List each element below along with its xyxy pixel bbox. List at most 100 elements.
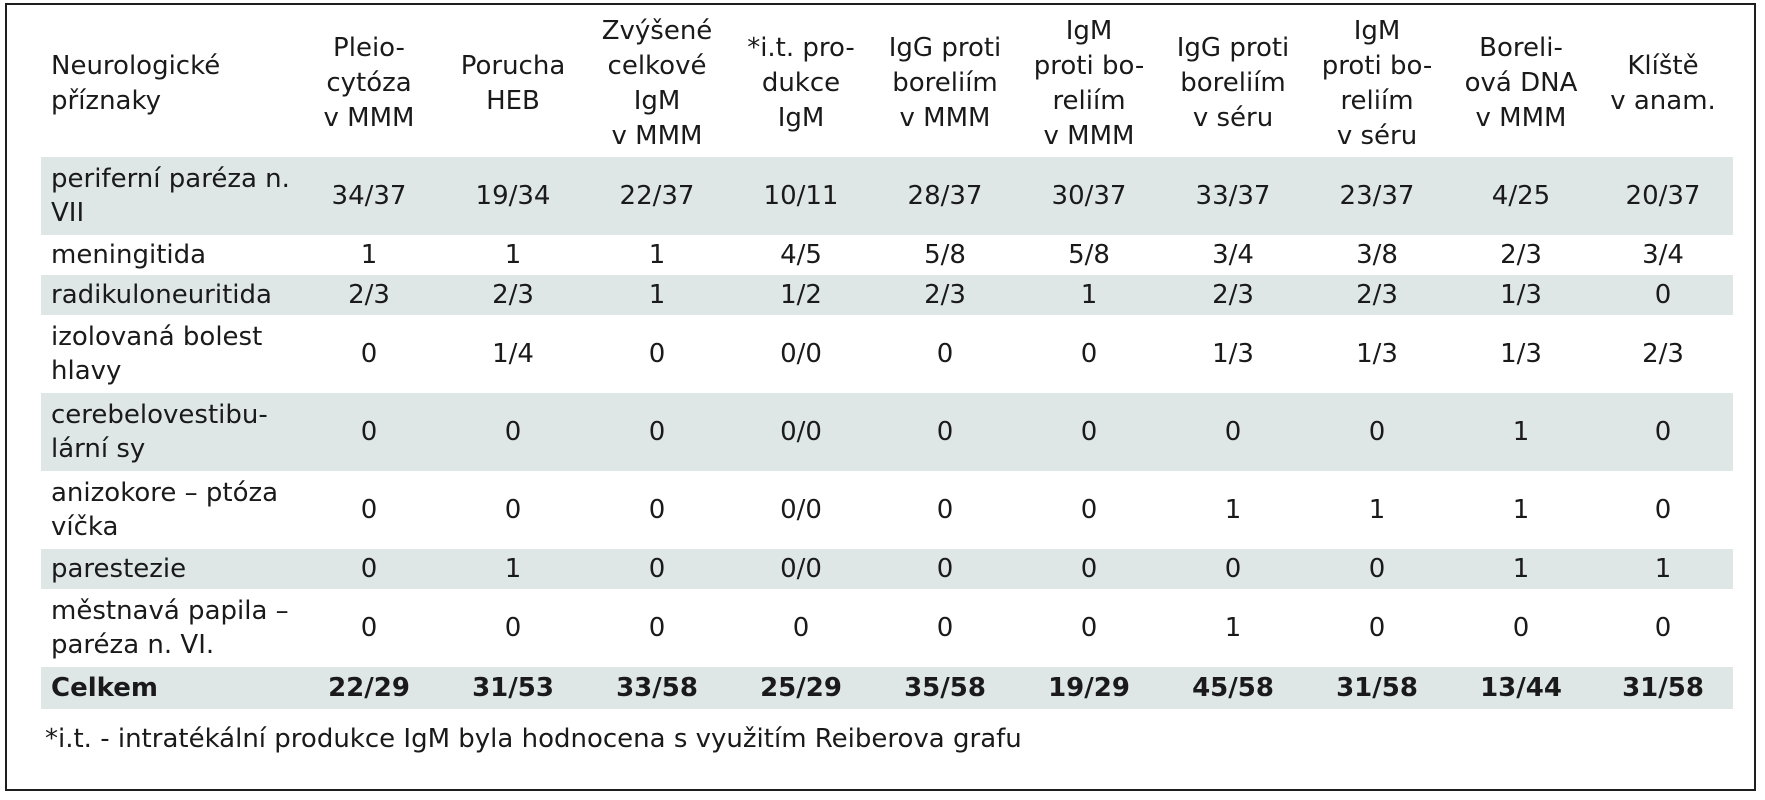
table-cell: 5/8 — [1068, 240, 1110, 270]
table-cell: 0 — [1305, 393, 1449, 471]
table-cell: 19/34 — [441, 157, 585, 235]
table-cell: 34/37 — [297, 157, 441, 235]
table-cell: 1 — [1368, 495, 1386, 525]
table-cell: 28/37 — [873, 157, 1017, 235]
table-cell: 1 — [441, 549, 585, 589]
table-cell: 0 — [1161, 393, 1305, 471]
table-cell: 0 — [504, 613, 522, 643]
column-header-borrelia-dna: Boreli- ová DNA v MMM — [1464, 33, 1578, 133]
table-cell: 0 — [504, 495, 522, 525]
table-cell: 2/3 — [1305, 275, 1449, 315]
table-cell: 0/0 — [729, 549, 873, 589]
table-cell: 4/5 — [780, 240, 822, 270]
table-cell: 0/0 — [780, 339, 822, 369]
results-table: Neurologické příznaky Pleio- cytóza v MM… — [41, 10, 1733, 709]
table-cell: 0 — [1080, 495, 1098, 525]
table-cell: 0 — [792, 613, 810, 643]
column-header-it-igm-production: *i.t. pro- dukce IgM — [747, 33, 855, 133]
table-cell: 22/37 — [585, 157, 729, 235]
table-cell: 1/3 — [1212, 339, 1254, 369]
table-cell: 3/4 — [1212, 240, 1254, 270]
table-cell: 1 — [1449, 549, 1593, 589]
table-cell: 1 — [1593, 549, 1733, 589]
table-cell: 2/3 — [873, 275, 1017, 315]
total-cell: 31/58 — [1305, 667, 1449, 709]
table-cell: 1/2 — [729, 275, 873, 315]
table-cell: 0 — [936, 339, 954, 369]
table-cell: 2/3 — [1500, 240, 1542, 270]
row-label: parestezie — [41, 549, 297, 589]
table-cell: 23/37 — [1305, 157, 1449, 235]
total-cell: 45/58 — [1161, 667, 1305, 709]
table-cell: 0 — [1654, 613, 1672, 643]
row-label: izolovaná bolest hlavy — [51, 322, 263, 386]
row-label: cerebelovestibu-lární sy — [41, 393, 297, 471]
total-cell: 31/53 — [441, 667, 585, 709]
table-cell: 0 — [1368, 613, 1386, 643]
table-row: meningitida 1 1 1 4/5 5/8 5/8 3/4 3/8 2/3 3/4 — [41, 235, 1733, 275]
total-cell: 25/29 — [729, 667, 873, 709]
table-cell: 2/3 — [1161, 275, 1305, 315]
table-cell: 1 — [504, 240, 522, 270]
table-cell: 1 — [585, 275, 729, 315]
table-cell: 2/3 — [297, 275, 441, 315]
total-cell: 33/58 — [585, 667, 729, 709]
table-cell: 2/3 — [1642, 339, 1684, 369]
table-cell: 2/3 — [441, 275, 585, 315]
table-cell: 0 — [360, 339, 378, 369]
table-cell: 0 — [1017, 393, 1161, 471]
column-header-heb-disorder: Porucha HEB — [460, 50, 566, 116]
table-cell: 1 — [1017, 275, 1161, 315]
column-header-tick-history: Klíště v anam. — [1610, 50, 1716, 116]
table-cell: 0 — [360, 613, 378, 643]
table-row: radikuloneuritida 2/3 2/3 1 1/2 2/3 1 2/3 2/3 1/3… — [41, 275, 1733, 315]
table-cell: 0 — [936, 613, 954, 643]
table-cell: 0 — [1080, 339, 1098, 369]
table-row: cerebelovestibu-lární sy 0 0 0 0/0 0 0 0 0 1 0 — [41, 393, 1733, 471]
table-cell: 20/37 — [1593, 157, 1733, 235]
header-row: Neurologické příznaky Pleio- cytóza v MM… — [41, 10, 1733, 157]
table-cell: 0 — [936, 495, 954, 525]
table-cell: 0 — [1654, 495, 1672, 525]
table-cell: 1 — [648, 240, 666, 270]
table-row: parestezie 0 1 0 0/0 0 0 0 0 1 1 — [41, 549, 1733, 589]
table-frame: Neurologické příznaky Pleio- cytóza v MM… — [5, 3, 1756, 791]
table-cell: 0/0 — [729, 393, 873, 471]
table-cell: 0 — [648, 339, 666, 369]
table-cell: 0 — [297, 549, 441, 589]
table-cell: 0/0 — [780, 495, 822, 525]
table-cell: 0 — [1161, 549, 1305, 589]
table-cell: 1 — [360, 240, 378, 270]
row-label: periferní paréza n. VII — [41, 157, 297, 235]
table-cell: 0 — [360, 495, 378, 525]
table-row: městnavá papila – paréza n. VI. 0 0 0 0 0 0 1 0 0… — [41, 589, 1733, 667]
table-cell: 3/8 — [1356, 240, 1398, 270]
column-header-igg-serum: IgG proti boreliím v séru — [1176, 33, 1290, 133]
table-cell: 1 — [1449, 393, 1593, 471]
table-cell: 0 — [585, 549, 729, 589]
total-row: Celkem 22/29 31/53 33/58 25/29 35/58 19/29 45/5… — [41, 667, 1733, 709]
table-cell: 0 — [873, 549, 1017, 589]
table-cell: 1/4 — [492, 339, 534, 369]
column-header-symptoms: Neurologické příznaky — [51, 50, 221, 116]
table-cell: 0 — [1017, 549, 1161, 589]
row-label: anizokore – ptóza víčka — [51, 478, 279, 542]
table-cell: 0 — [648, 495, 666, 525]
table-cell: 0 — [873, 393, 1017, 471]
table-cell: 0 — [1593, 275, 1733, 315]
table-cell: 10/11 — [729, 157, 873, 235]
table-cell: 1/3 — [1356, 339, 1398, 369]
row-label: meningitida — [51, 240, 207, 270]
total-cell: 13/44 — [1449, 667, 1593, 709]
table-cell: 33/37 — [1161, 157, 1305, 235]
table-cell: 3/4 — [1642, 240, 1684, 270]
table-cell: 0 — [1305, 549, 1449, 589]
table-row: izolovaná bolest hlavy 0 1/4 0 0/0 0 0 1/3 1/3 1/… — [41, 315, 1733, 393]
table-cell: 1/3 — [1500, 339, 1542, 369]
column-header-igm-csf: IgM proti bo- reliím v MMM — [1033, 15, 1145, 151]
total-cell: 31/58 — [1593, 667, 1733, 709]
row-label: radikuloneuritida — [41, 275, 297, 315]
table-cell: 5/8 — [924, 240, 966, 270]
table-cell: 0 — [1512, 613, 1530, 643]
column-header-igg-csf: IgG proti boreliím v MMM — [888, 33, 1002, 133]
